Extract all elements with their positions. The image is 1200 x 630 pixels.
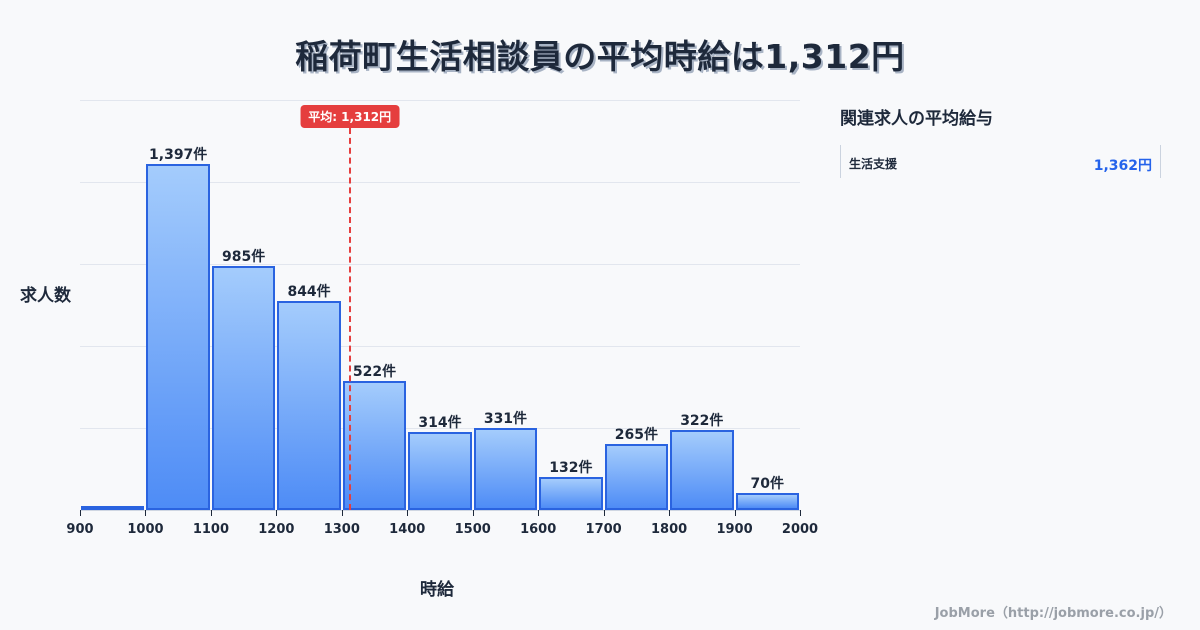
x-tick-label: 900 bbox=[66, 522, 94, 537]
x-axis-title: 時給 bbox=[420, 580, 454, 600]
bar-value-label: 322件 bbox=[680, 413, 724, 430]
x-tick bbox=[210, 510, 212, 516]
x-tick-label: 1400 bbox=[389, 522, 426, 537]
x-tick-label: 2000 bbox=[781, 522, 819, 537]
x-tick bbox=[80, 510, 81, 516]
x-axis-line bbox=[80, 510, 800, 511]
footer-credit: JobMore（http://jobmore.co.jp/） bbox=[934, 606, 1172, 621]
gridline bbox=[80, 346, 800, 347]
related-salary-row: 生活支援 1,362円 bbox=[840, 145, 1161, 178]
x-tick-label: 1300 bbox=[323, 522, 360, 537]
histogram-bar bbox=[670, 430, 734, 510]
histogram-bar bbox=[408, 432, 472, 510]
x-tick bbox=[145, 510, 147, 516]
x-tick-label: 1900 bbox=[716, 522, 753, 537]
gridline bbox=[80, 428, 800, 429]
x-tick bbox=[341, 510, 343, 516]
histogram-bar bbox=[342, 380, 407, 510]
x-tick-label: 1100 bbox=[192, 522, 229, 537]
gridline bbox=[80, 100, 800, 101]
x-tick bbox=[472, 510, 474, 516]
x-tick bbox=[669, 510, 671, 516]
x-tick-label: 1800 bbox=[650, 522, 688, 537]
gridline bbox=[80, 182, 800, 183]
histogram-bar bbox=[735, 492, 799, 510]
x-tick-label: 1000 bbox=[127, 522, 164, 537]
gridline bbox=[80, 264, 800, 265]
x-tick bbox=[407, 510, 409, 516]
x-tick-label: 1600 bbox=[520, 522, 557, 537]
histogram-bar bbox=[604, 444, 669, 510]
y-axis-title: 求人数 bbox=[20, 286, 71, 306]
x-tick bbox=[538, 510, 540, 516]
page-title: 稲荷町生活相談員の平均時給は1,312円 bbox=[295, 37, 905, 76]
related-salary-title: 関連求人の平均給与 bbox=[840, 109, 993, 129]
histogram-bar bbox=[211, 265, 276, 510]
bar-value-label: 522件 bbox=[352, 363, 397, 380]
x-tick bbox=[276, 510, 278, 516]
bar-value-label: 132件 bbox=[549, 460, 593, 477]
bar-value-label: 1,397件 bbox=[149, 146, 208, 163]
average-line bbox=[348, 128, 351, 510]
x-tick-label: 1700 bbox=[585, 522, 622, 537]
x-tick bbox=[734, 510, 736, 516]
histogram-bar bbox=[81, 506, 145, 510]
histogram-bar bbox=[539, 477, 603, 510]
bar-value-label: 314件 bbox=[418, 415, 462, 432]
histogram-bar bbox=[277, 300, 341, 510]
x-tick bbox=[800, 510, 801, 516]
average-badge: 平均: 1,312円 bbox=[300, 105, 400, 128]
x-tick-label: 1200 bbox=[258, 522, 295, 537]
x-tick-label: 1500 bbox=[454, 522, 491, 537]
x-tick bbox=[603, 510, 605, 516]
bar-value-label: 265件 bbox=[614, 427, 658, 444]
related-job-label: 生活支援 bbox=[849, 157, 898, 171]
bar-value-label: 70件 bbox=[750, 475, 784, 492]
histogram-bar bbox=[473, 428, 538, 510]
bar-value-label: 985件 bbox=[222, 248, 266, 265]
bar-value-label: 331件 bbox=[483, 411, 528, 427]
histogram-chart: 求人数 時給 1,397件 985件 844件 522件 314件 331件 132件 265… bbox=[20, 100, 818, 600]
histogram-bar bbox=[146, 163, 210, 510]
related-job-salary: 1,362円 bbox=[1093, 158, 1152, 174]
bar-value-label: 844件 bbox=[287, 283, 331, 300]
